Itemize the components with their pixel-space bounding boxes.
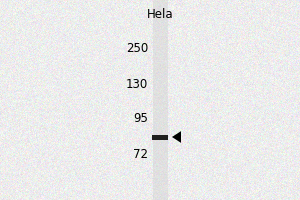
Text: Hela: Hela: [147, 8, 173, 21]
Text: 250: 250: [126, 42, 148, 54]
Text: 72: 72: [133, 148, 148, 162]
Text: 130: 130: [126, 78, 148, 92]
Polygon shape: [172, 131, 181, 143]
Text: 95: 95: [133, 112, 148, 124]
